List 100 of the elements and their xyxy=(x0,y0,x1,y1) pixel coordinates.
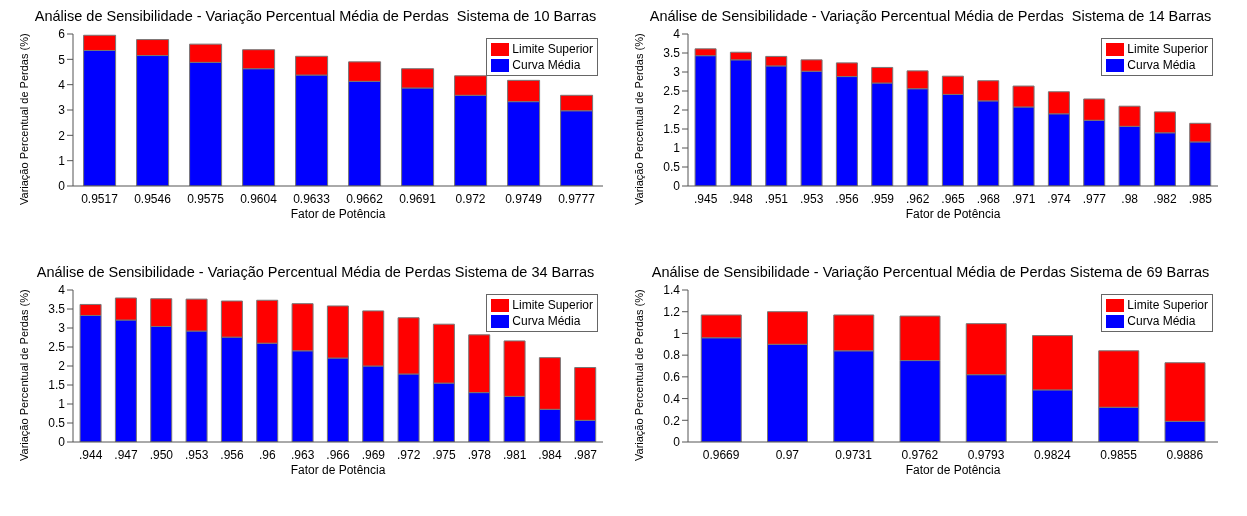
y-axis-title: Variação Percentual de Perdas (%) xyxy=(632,289,645,461)
y-tick-label: 0.5 xyxy=(663,160,681,175)
x-tick-label: .950 xyxy=(149,447,174,462)
legend-label: Limite Superior xyxy=(1127,41,1208,57)
y-tick-label: 2 xyxy=(58,128,66,143)
legend-label: Limite Superior xyxy=(1127,297,1208,313)
y-axis-title: Variação Percentual de Perdas (%) xyxy=(17,289,30,461)
legend-label: Curva Média xyxy=(512,57,581,73)
x-tick-label: .981 xyxy=(502,447,527,462)
y-tick-label: 0 xyxy=(58,179,66,194)
x-axis-title: Fator de Potência xyxy=(905,207,1001,221)
x-tick-label: .948 xyxy=(729,191,753,206)
x-tick-label: 0.9662 xyxy=(346,191,384,206)
x-tick-label: .944 xyxy=(78,447,103,462)
x-tick-label: .977 xyxy=(1082,191,1107,206)
y-tick-label: 4 xyxy=(58,283,66,298)
x-tick-label: .966 xyxy=(326,447,350,462)
y-tick-label: 4 xyxy=(673,27,681,42)
x-tick-label: .984 xyxy=(538,447,562,462)
y-tick-label: 3 xyxy=(58,103,66,118)
x-tick-label: 0.9824 xyxy=(1034,447,1072,462)
y-tick-label: 3.5 xyxy=(48,302,66,317)
x-tick-label: .987 xyxy=(573,447,598,462)
y-tick-label: 0 xyxy=(673,435,681,450)
x-tick-label: 0.9691 xyxy=(399,191,437,206)
y-tick-label: 3.5 xyxy=(663,46,681,61)
x-tick-label: .945 xyxy=(693,191,718,206)
x-tick-label: .971 xyxy=(1011,191,1036,206)
x-tick-label: .956 xyxy=(835,191,859,206)
x-tick-label: .956 xyxy=(220,447,244,462)
chart-title: Análise de Sensibilidade - Variação Percentual Média de Perdas Sistema de 69 Barras xyxy=(650,264,1211,282)
x-tick-label: .965 xyxy=(941,191,965,206)
x-tick-label: .978 xyxy=(467,447,492,462)
y-tick-label: 1 xyxy=(58,153,66,168)
legend-label: Curva Média xyxy=(512,313,581,329)
x-tick-label: 0.9749 xyxy=(505,191,543,206)
x-tick-label: .963 xyxy=(290,447,315,462)
x-tick-label: 0.9777 xyxy=(558,191,596,206)
y-tick-label: 3 xyxy=(673,65,681,80)
y-tick-label: 2.5 xyxy=(48,340,66,355)
y-tick-label: 2 xyxy=(673,103,681,118)
x-tick-label: 0.9886 xyxy=(1166,447,1204,462)
y-tick-label: 1 xyxy=(673,326,681,341)
y-axis-title: Variação Percentual de Perdas (%) xyxy=(17,33,30,205)
y-tick-label: 0.4 xyxy=(663,391,681,406)
y-tick-label: 0.8 xyxy=(663,348,681,363)
x-tick-label: .968 xyxy=(976,191,1001,206)
chart-title: Análise de Sensibilidade - Variação Percentual Média de Perdas Sistema de 14 Barras xyxy=(648,8,1213,26)
x-tick-label: .959 xyxy=(870,191,895,206)
x-tick-label: .951 xyxy=(764,191,789,206)
x-tick-label: .985 xyxy=(1188,191,1213,206)
y-tick-label: 0.5 xyxy=(48,416,66,431)
chart-title: Análise de Sensibilidade - Variação Percentual Média de Perdas Sistema de 10 Barras xyxy=(33,8,598,26)
x-tick-label: 0.9633 xyxy=(293,191,331,206)
x-tick-label: 0.9793 xyxy=(967,447,1005,462)
legend-label: Limite Superior xyxy=(512,297,593,313)
chart-title: Análise de Sensibilidade - Variação Percentual Média de Perdas Sistema de 34 Barras xyxy=(35,264,596,282)
y-tick-label: 0 xyxy=(673,179,681,194)
x-tick-label: 0.972 xyxy=(455,191,486,206)
x-tick-label: 0.9855 xyxy=(1100,447,1138,462)
y-tick-label: 1.4 xyxy=(663,283,681,298)
legend-label: Curva Média xyxy=(1127,313,1196,329)
x-tick-label: .974 xyxy=(1047,191,1071,206)
x-tick-label: .962 xyxy=(905,191,930,206)
x-tick-label: .947 xyxy=(114,447,138,462)
y-axis-title: Variação Percentual de Perdas (%) xyxy=(632,33,645,205)
x-tick-label: .953 xyxy=(184,447,209,462)
x-axis-title: Fator de Potência xyxy=(905,463,1001,477)
x-axis-title: Fator de Potência xyxy=(290,207,386,221)
y-tick-label: 3 xyxy=(58,321,66,336)
y-tick-label: 0 xyxy=(58,435,66,450)
x-tick-label: 0.9762 xyxy=(901,447,939,462)
y-tick-label: 6 xyxy=(58,27,66,42)
x-tick-label: 0.9517 xyxy=(81,191,119,206)
y-tick-label: 4 xyxy=(58,77,66,92)
x-tick-label: 0.97 xyxy=(775,447,800,462)
y-tick-label: 2.5 xyxy=(663,84,681,99)
y-tick-label: 1.2 xyxy=(663,304,681,319)
x-tick-label: .982 xyxy=(1153,191,1177,206)
x-tick-label: 0.9604 xyxy=(240,191,278,206)
x-tick-label: 0.9546 xyxy=(134,191,172,206)
y-tick-label: 0.2 xyxy=(663,413,681,428)
x-tick-label: .972 xyxy=(396,447,421,462)
legend-label: Curva Média xyxy=(1127,57,1196,73)
x-tick-label: .969 xyxy=(361,447,386,462)
x-tick-label: .953 xyxy=(799,191,824,206)
y-tick-label: 1.5 xyxy=(663,122,681,137)
x-tick-label: 0.9575 xyxy=(187,191,225,206)
y-tick-label: 1 xyxy=(58,397,66,412)
x-tick-label: 0.9669 xyxy=(702,447,740,462)
y-tick-label: 0.6 xyxy=(663,370,681,385)
x-tick-label: 0.9731 xyxy=(835,447,873,462)
y-tick-label: 2 xyxy=(58,359,66,374)
y-tick-label: 5 xyxy=(58,52,66,67)
x-tick-label: .975 xyxy=(432,447,456,462)
x-axis-title: Fator de Potência xyxy=(290,463,386,477)
legend-label: Limite Superior xyxy=(512,41,593,57)
y-tick-label: 1 xyxy=(673,141,681,156)
y-tick-label: 1.5 xyxy=(48,378,66,393)
x-tick-label: .96 xyxy=(258,447,276,462)
